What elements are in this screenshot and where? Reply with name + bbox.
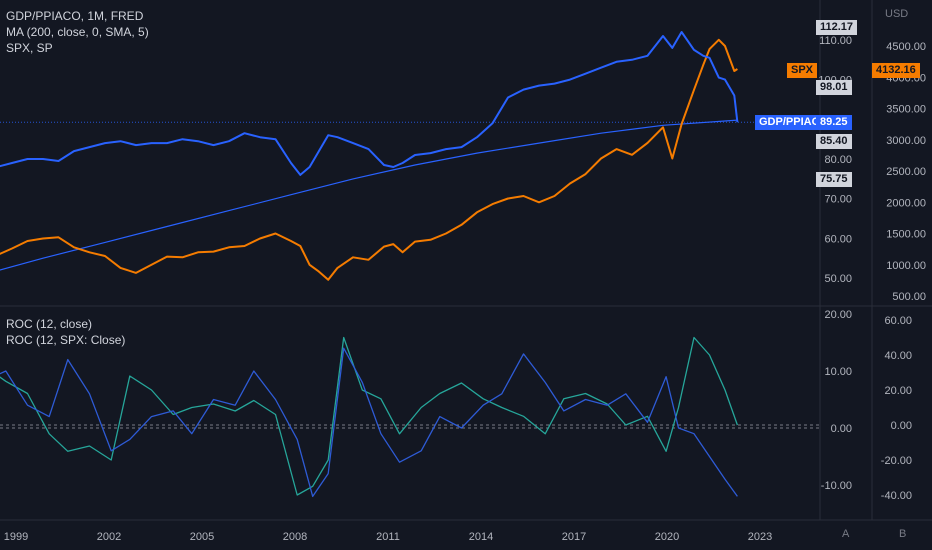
legend-spx[interactable]: SPX, SP (6, 41, 53, 55)
axis-b-button[interactable]: B (899, 528, 907, 540)
x-axis-tick: 2002 (97, 531, 121, 543)
left-axis-tick: 80.00 (824, 154, 852, 166)
right-axis-tick: 2500.00 (886, 166, 926, 178)
right-axis-tick: 4500.00 (886, 41, 926, 53)
x-axis-tick: 2023 (748, 531, 772, 543)
x-axis-tick: 2011 (376, 531, 400, 543)
price-tag-gdp-ma: 98.01 (816, 80, 852, 95)
price-tag-spx-value: 4132.16 (872, 63, 920, 78)
axis-a-button[interactable]: A (842, 528, 850, 540)
x-axis-tick: 2014 (469, 531, 493, 543)
x-axis-tick: 2017 (562, 531, 586, 543)
roc-right-axis-tick: -40.00 (881, 490, 912, 502)
price-tag-gdp-3: 75.75 (816, 172, 852, 187)
left-axis-tick: 50.00 (824, 273, 852, 285)
line-spx (0, 38, 738, 281)
right-axis-tick: 3000.00 (886, 135, 926, 147)
roc-right-axis-tick: 20.00 (884, 385, 912, 397)
right-axis-tick: 1500.00 (886, 229, 926, 241)
price-tag-gdp-value: 89.25 (816, 115, 852, 130)
main-legend: GDP/PPIACO, 1M, FRED MA (200, close, 0, … (6, 8, 149, 56)
left-axis-tick: 110.00 (819, 35, 852, 47)
roc-right-axis-tick: 60.00 (884, 315, 912, 327)
currency-label: USD (885, 8, 909, 20)
right-axis-tick: 500.00 (892, 291, 926, 303)
roc-left-axis-tick: -10.00 (821, 480, 852, 492)
x-axis-tick: 2008 (283, 531, 307, 543)
left-axis-tick: 60.00 (824, 233, 852, 245)
roc-left-axis-tick: 20.00 (824, 309, 852, 321)
legend-roc-spx[interactable]: ROC (12, SPX: Close) (6, 333, 126, 347)
line-ma (0, 119, 738, 271)
roc-right-axis-tick: 0.00 (891, 420, 912, 432)
roc-legend: ROC (12, close) ROC (12, SPX: Close) (6, 316, 125, 348)
roc-right-axis-tick: 40.00 (884, 350, 912, 362)
roc-left-axis-tick: 0.00 (831, 423, 852, 435)
x-axis-tick: 2020 (655, 531, 679, 543)
right-axis-tick: 1000.00 (886, 260, 926, 272)
x-axis-tick: 1999 (4, 531, 28, 543)
series-layer (0, 31, 739, 498)
x-axis-tick: 2005 (190, 531, 214, 543)
legend-ma[interactable]: MA (200, close, 0, SMA, 5) (6, 25, 149, 39)
price-tag-gdp-high: 112.17 (816, 20, 858, 35)
price-tag-gdp-2: 85.40 (816, 134, 852, 149)
roc-right-axis-tick: -20.00 (881, 455, 912, 467)
line-roc-spx (0, 336, 739, 496)
roc-left-axis-tick: 10.00 (824, 366, 852, 378)
left-axis-tick: 70.00 (824, 194, 852, 206)
legend-roc-gdp[interactable]: ROC (12, close) (6, 317, 93, 331)
line-roc-gdp (0, 347, 738, 498)
line-gdp (0, 31, 739, 176)
price-tag-spx-name: SPX (787, 63, 818, 78)
price-tag-gdp-name: GDP/PPIACO (755, 115, 833, 130)
right-axis-tick: 2000.00 (886, 197, 926, 209)
right-axis-tick: 3500.00 (886, 104, 926, 116)
legend-gdp[interactable]: GDP/PPIACO, 1M, FRED (6, 9, 144, 23)
